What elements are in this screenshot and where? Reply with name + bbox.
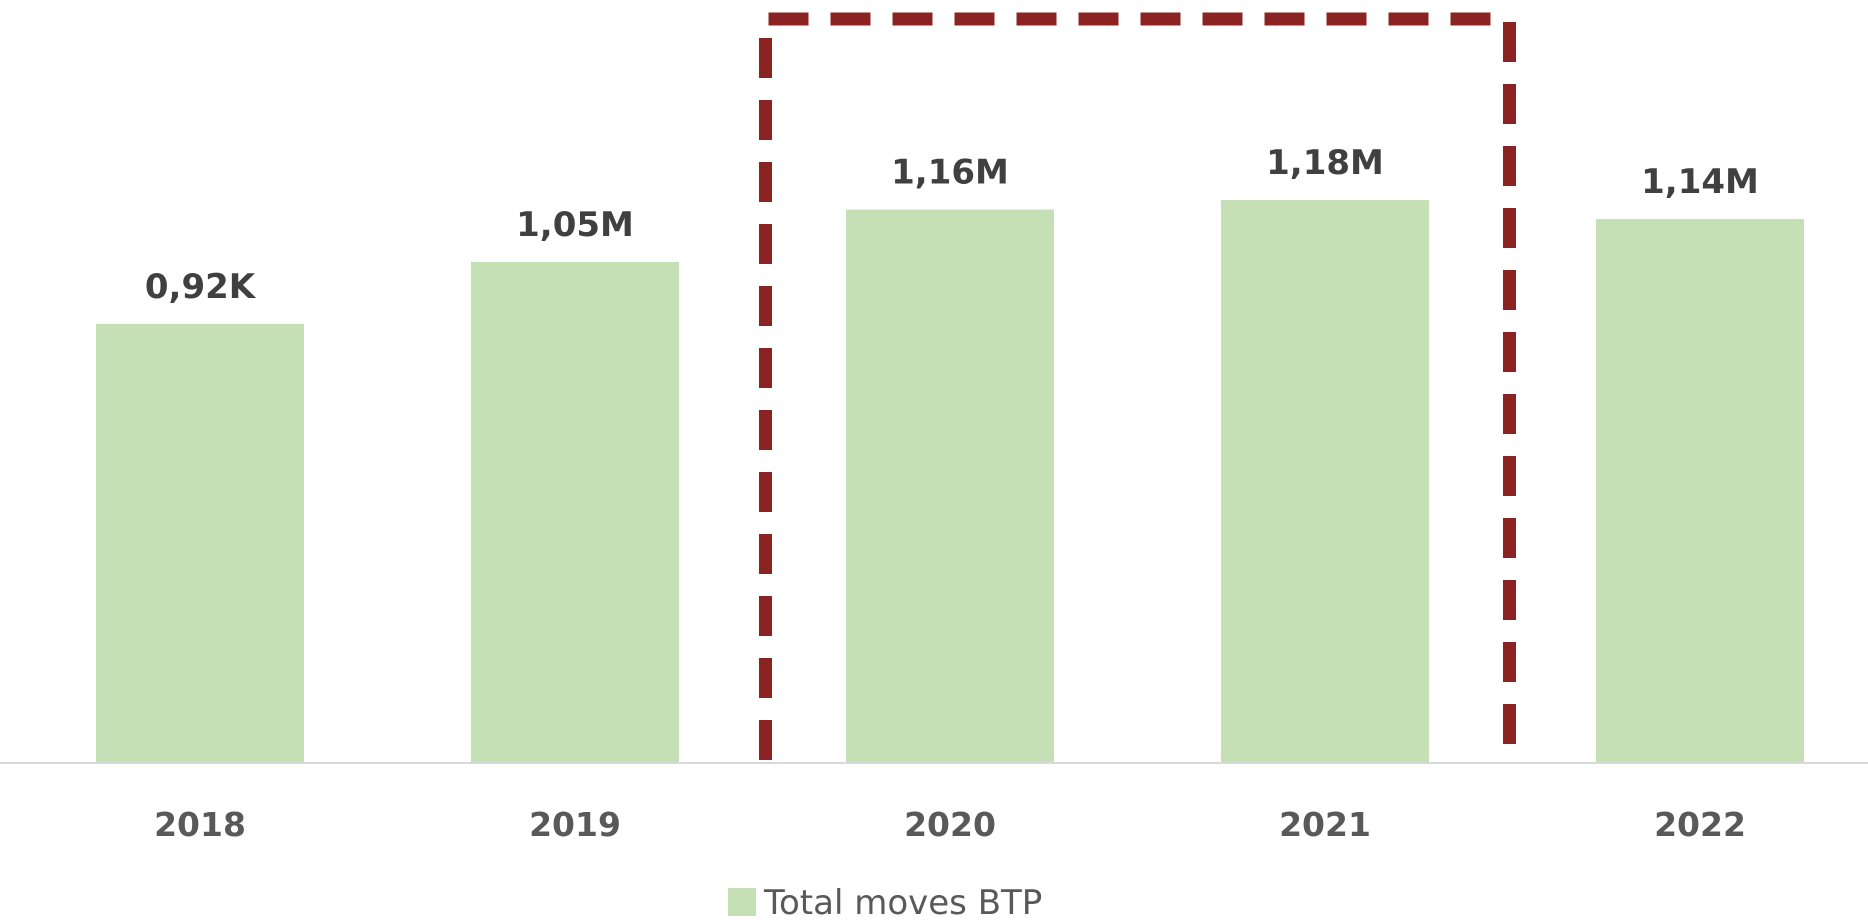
legend-label: Total moves BTP	[763, 883, 1042, 920]
legend: Total moves BTP	[728, 883, 1042, 920]
bar-2019	[471, 261, 679, 762]
bar-2022	[1596, 219, 1804, 762]
bar-2018	[96, 323, 304, 762]
data-label-2019: 1,05M	[516, 205, 634, 245]
data-label-2018: 0,92K	[145, 267, 257, 307]
x-tick-label-2018: 2018	[154, 805, 246, 844]
x-tick-label-2019: 2019	[529, 805, 621, 844]
x-tick-label-2022: 2022	[1654, 805, 1746, 844]
data-label-2021: 1,18M	[1266, 143, 1384, 183]
data-label-2020: 1,16M	[891, 153, 1009, 193]
x-tick-label-2021: 2021	[1279, 805, 1371, 844]
x-tick-label-2020: 2020	[904, 805, 996, 844]
x-tick-labels-group: 2018 2019 2020 2021 2022	[154, 805, 1746, 844]
bars-group	[96, 200, 1804, 763]
bar-2020	[846, 209, 1054, 763]
legend-swatch	[728, 888, 756, 916]
bar-2021	[1221, 200, 1429, 762]
data-label-2022: 1,14M	[1641, 162, 1759, 202]
data-labels-group: 0,92K 1,05M 1,16M 1,18M 1,14M	[145, 143, 1759, 307]
